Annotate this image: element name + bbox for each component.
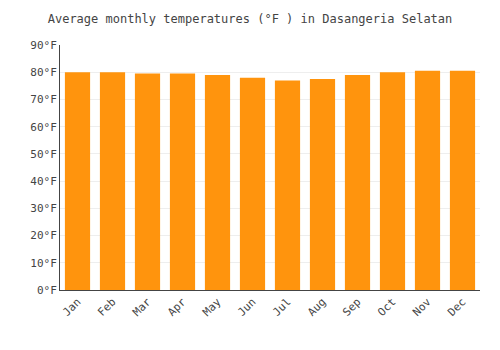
svg-text:20°F: 20°F bbox=[30, 229, 57, 242]
svg-text:90°F: 90°F bbox=[30, 39, 57, 52]
svg-text:Nov: Nov bbox=[410, 295, 434, 319]
svg-text:80°F: 80°F bbox=[30, 66, 57, 79]
svg-text:Feb: Feb bbox=[95, 296, 118, 319]
svg-text:0°F: 0°F bbox=[37, 284, 57, 297]
svg-text:Jan: Jan bbox=[60, 296, 83, 319]
svg-text:Aug: Aug bbox=[305, 296, 328, 319]
svg-text:Mar: Mar bbox=[130, 295, 154, 319]
svg-text:Jul: Jul bbox=[270, 296, 293, 319]
svg-text:May: May bbox=[200, 295, 224, 319]
svg-text:Apr: Apr bbox=[165, 295, 189, 319]
svg-text:40°F: 40°F bbox=[30, 175, 57, 188]
svg-text:30°F: 30°F bbox=[30, 202, 57, 215]
svg-text:50°F: 50°F bbox=[30, 148, 57, 161]
svg-text:Dec: Dec bbox=[445, 296, 468, 319]
svg-text:Oct: Oct bbox=[375, 296, 398, 319]
svg-text:70°F: 70°F bbox=[30, 93, 57, 106]
svg-text:10°F: 10°F bbox=[30, 257, 57, 270]
svg-text:60°F: 60°F bbox=[30, 121, 57, 134]
svg-text:Sep: Sep bbox=[340, 296, 363, 319]
svg-text:Average monthly temperatures (: Average monthly temperatures (°F ) in Da… bbox=[48, 12, 453, 26]
svg-text:Jun: Jun bbox=[235, 296, 258, 319]
